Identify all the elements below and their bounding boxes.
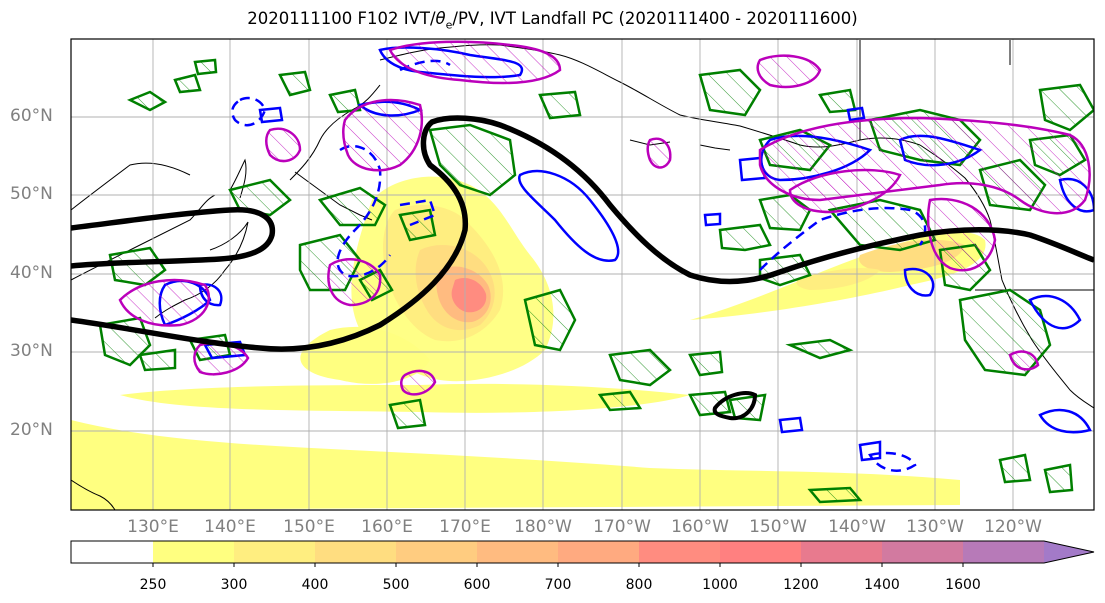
colorbar-tick-label: 800: [625, 577, 653, 593]
colorbar-tick-label: 400: [301, 577, 329, 593]
colorbar-tick-label: 1000: [702, 577, 738, 593]
lon-label: 180°W: [514, 517, 572, 537]
colorbar-segment: [558, 541, 639, 563]
lat-label: 60°N: [10, 106, 53, 126]
map-frame: [70, 38, 1095, 511]
colorbar-segment: [801, 541, 882, 563]
lon-label: 140°E: [204, 517, 256, 537]
lon-label: 170°E: [439, 517, 491, 537]
colorbar-tick-label: 250: [139, 577, 167, 593]
colorbar: [70, 540, 1095, 567]
colorbar-segment: [882, 541, 963, 563]
figure-title: 2020111100 F102 IVT/θe/PV, IVT Landfall …: [247, 9, 858, 32]
colorbar-segment: [396, 541, 477, 563]
colorbar-segment: [234, 541, 315, 563]
lon-label: 160°E: [361, 517, 413, 537]
colorbar-segment: [639, 541, 720, 563]
colorbar-segment: [963, 541, 1044, 563]
pc-contours: [118, 40, 1091, 396]
lat-label: 40°N: [10, 263, 53, 283]
lon-label: 140°W: [828, 517, 886, 537]
lon-label: 170°W: [593, 517, 651, 537]
lon-label: 120°W: [984, 517, 1042, 537]
colorbar-tick-label: 1600: [945, 577, 981, 593]
landfall-pc-contour: [71, 115, 1094, 421]
colorbar-tick-label: 1200: [783, 577, 819, 593]
colorbar-segment: [153, 541, 234, 563]
colorbar-extend-arrow: [1044, 541, 1094, 563]
colorbar-frame: [70, 540, 1095, 564]
colorbar-tick-label: 700: [544, 577, 572, 593]
colorbar-segment: [315, 541, 396, 563]
lon-label: 150°E: [283, 517, 335, 537]
colorbar-tick-label: 1400: [864, 577, 900, 593]
colorbar-segment: [720, 541, 801, 563]
colorbar-tick-label: 600: [463, 577, 491, 593]
ivt-shading: [71, 176, 986, 510]
lat-label: 30°N: [10, 341, 53, 361]
lon-label: 130°E: [127, 517, 179, 537]
colorbar-tick-label: 500: [382, 577, 410, 593]
colorbar-tick-label: 300: [220, 577, 248, 593]
lon-label: 130°W: [906, 517, 964, 537]
lon-label: 160°W: [671, 517, 729, 537]
lon-label: 150°W: [749, 517, 807, 537]
lat-label: 50°N: [10, 184, 53, 204]
colorbar-segment: [477, 541, 558, 563]
lat-label: 20°N: [10, 420, 53, 440]
